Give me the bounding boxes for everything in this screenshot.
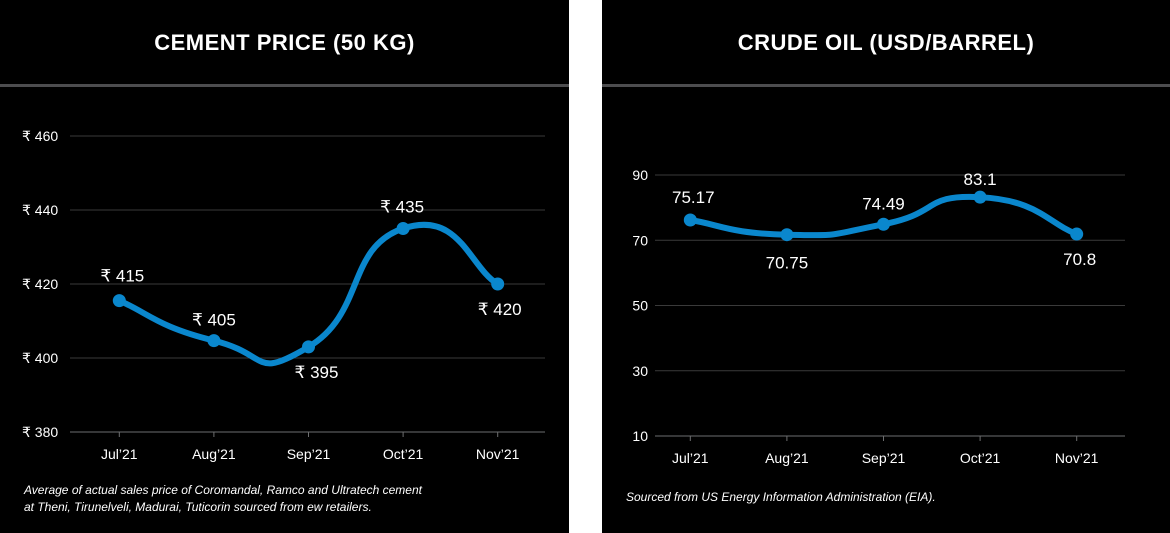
crude-oil-footnote: Sourced from US Energy Information Admin… bbox=[626, 489, 1146, 506]
cement-x-tick-label: Oct’21 bbox=[383, 446, 424, 462]
oil-data-label: 70.75 bbox=[766, 254, 809, 273]
cement-chart-title: CEMENT PRICE (50 KG) bbox=[154, 30, 415, 55]
cement-data-point bbox=[207, 334, 221, 348]
cement-footnote-line-1: Average of actual sales price of Coroman… bbox=[24, 483, 422, 497]
cement-y-tick-label: ₹ 460 bbox=[22, 128, 58, 144]
cement-price-chart: ₹ 380 ₹ 400 ₹ 420 ₹ 440 ₹ 460 Jul’21 Aug’21 Sep… bbox=[22, 128, 545, 462]
cement-footnote-line-2: at Theni, Tirunelveli, Madurai, Tuticori… bbox=[24, 500, 372, 514]
oil-y-tick-label: 10 bbox=[632, 428, 648, 444]
cement-data-point bbox=[112, 294, 126, 308]
cement-title-rule bbox=[0, 84, 569, 87]
crude-oil-chart-title: CRUDE OIL (USD/BARREL) bbox=[737, 30, 1035, 55]
cement-series-line bbox=[116, 221, 501, 367]
oil-data-label: 70.8 bbox=[1063, 250, 1096, 269]
oil-x-tick-label: Oct’21 bbox=[960, 450, 1001, 466]
oil-data-point bbox=[780, 228, 794, 242]
oil-y-tick-label: 90 bbox=[632, 167, 648, 183]
oil-data-point bbox=[1070, 227, 1084, 241]
cement-data-label: ₹ 395 bbox=[295, 363, 339, 382]
oil-data-point bbox=[683, 213, 697, 227]
cement-x-tick-label: Nov’21 bbox=[476, 446, 520, 462]
oil-data-label: 75.17 bbox=[672, 188, 715, 207]
oil-data-label: 74.49 bbox=[862, 194, 905, 213]
oil-y-tick-label: 50 bbox=[632, 298, 648, 314]
oil-x-tick-label: Jul’21 bbox=[672, 450, 709, 466]
cement-data-label: ₹ 405 bbox=[192, 311, 236, 330]
crude-oil-chart-panel: CRUDE OIL (USD/BARREL) 10 30 50 70 90 Jul’21 A… bbox=[602, 0, 1170, 533]
cement-y-tick-label: ₹ 440 bbox=[22, 202, 58, 218]
cement-data-point bbox=[491, 277, 505, 291]
oil-data-point bbox=[973, 190, 987, 204]
cement-x-tick-label: Jul’21 bbox=[101, 446, 138, 462]
crude-oil-price-chart: 10 30 50 70 90 Jul’21 Aug’21 Sep’21 Oct’21 Nov’21… bbox=[632, 167, 1125, 466]
cement-data-label: ₹ 420 bbox=[478, 300, 522, 319]
oil-x-tick-label: Sep’21 bbox=[862, 450, 906, 466]
cement-y-tick-label: ₹ 420 bbox=[22, 276, 58, 292]
oil-x-tick-label: Nov’21 bbox=[1055, 450, 1099, 466]
cement-x-tick-label: Aug’21 bbox=[192, 446, 236, 462]
crude-oil-footnote-line-1: Sourced from US Energy Information Admin… bbox=[626, 490, 936, 504]
cement-chart-panel: CEMENT PRICE (50 KG) ₹ 380 ₹ 400 ₹ 420 ₹ 44… bbox=[0, 0, 569, 533]
cement-y-tick-label: ₹ 400 bbox=[22, 350, 58, 366]
crude-oil-title-rule bbox=[602, 84, 1170, 87]
oil-y-tick-label: 70 bbox=[632, 232, 648, 248]
cement-data-label: ₹ 415 bbox=[100, 267, 144, 286]
cement-y-tick-label: ₹ 380 bbox=[22, 424, 58, 440]
oil-x-tick-label: Aug’21 bbox=[765, 450, 809, 466]
oil-y-tick-label: 30 bbox=[632, 363, 648, 379]
oil-data-point bbox=[877, 217, 890, 231]
oil-data-label: 83.1 bbox=[964, 170, 997, 189]
cement-x-tick-label: Sep’21 bbox=[287, 446, 331, 462]
cement-data-label: ₹ 435 bbox=[380, 198, 424, 217]
cement-footnote: Average of actual sales price of Coroman… bbox=[24, 482, 544, 516]
cement-data-point bbox=[302, 340, 315, 354]
cement-data-point bbox=[396, 222, 410, 235]
